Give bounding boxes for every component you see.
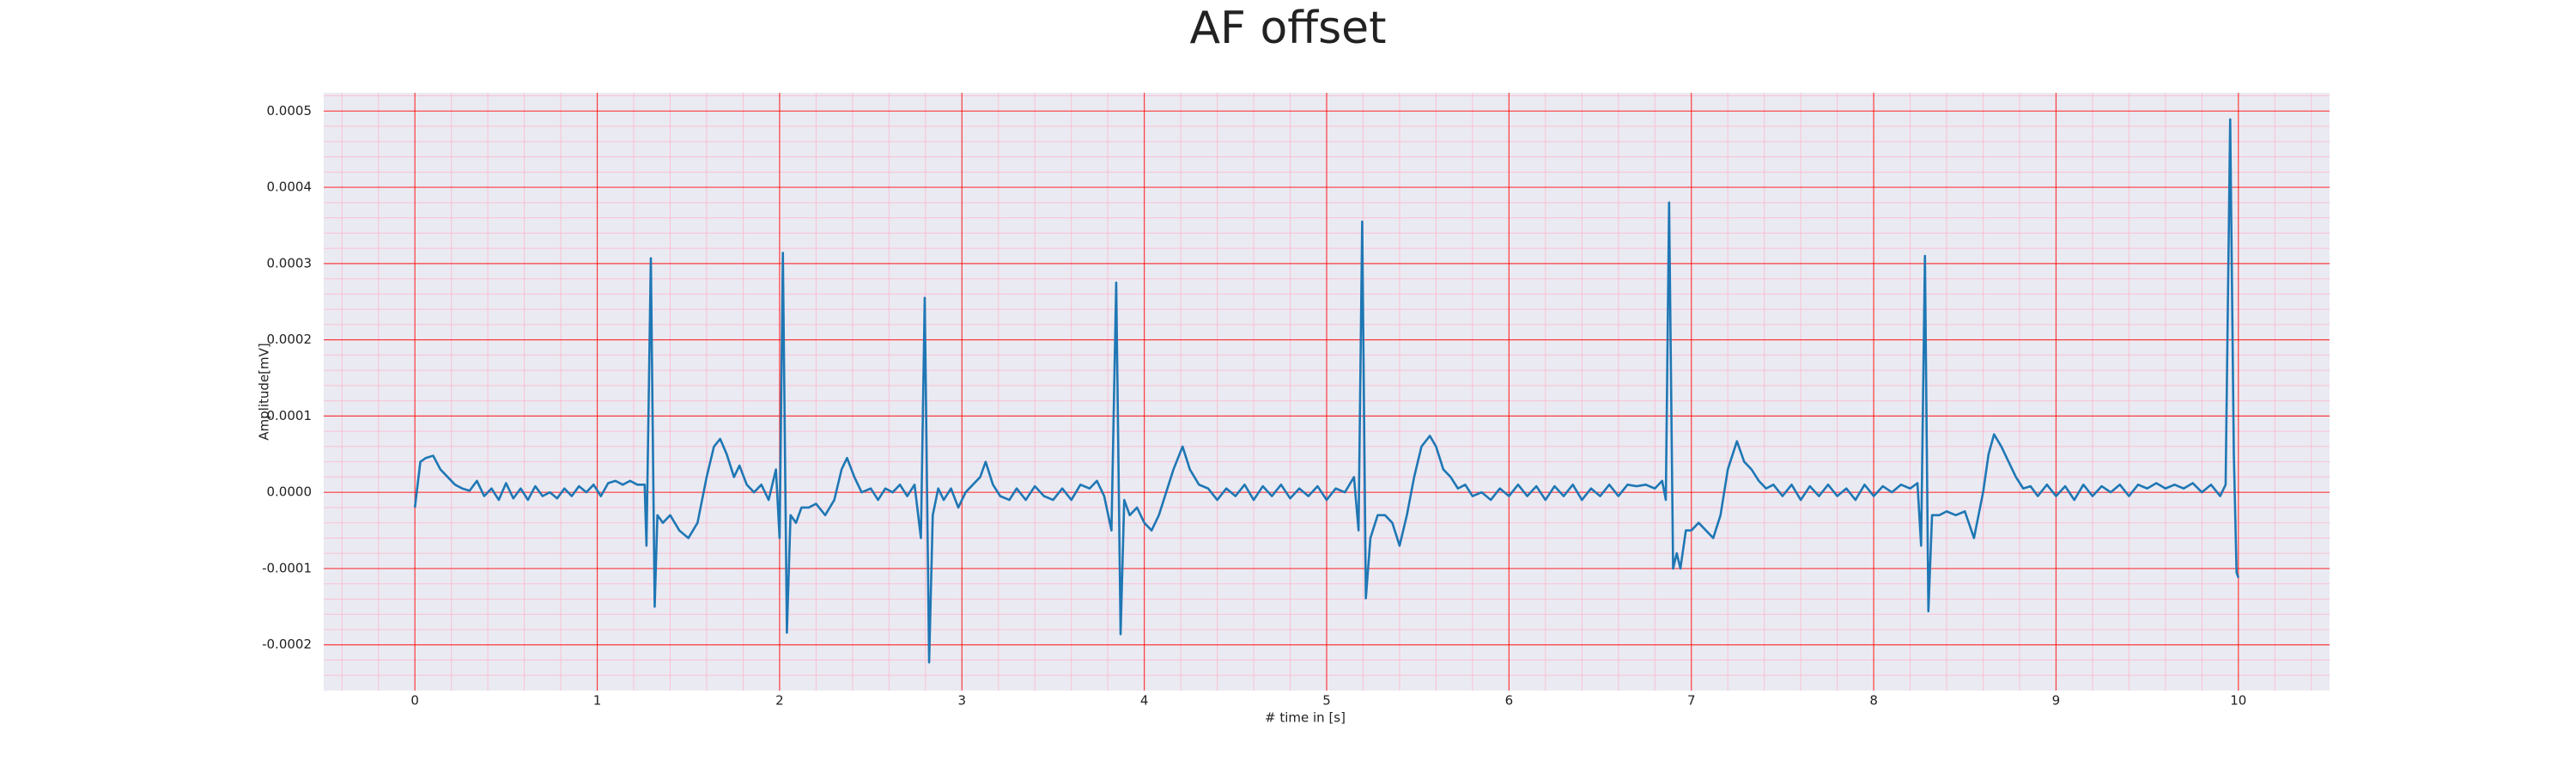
y-tick-label: 0.0004 (267, 180, 313, 195)
chart-title: AF offset (1189, 3, 1386, 54)
signal-line (413, 118, 2240, 664)
x-tick-label: 3 (957, 693, 966, 709)
x-tick-label: 5 (1322, 693, 1331, 709)
x-tick-label: 4 (1140, 693, 1149, 709)
x-tick-label: 9 (2052, 693, 2061, 709)
x-tick-label: 0 (410, 693, 419, 709)
y-tick-label: 0.0003 (267, 255, 313, 271)
grid (324, 93, 2330, 691)
x-tick-label: 6 (1505, 693, 1514, 709)
y-tick-label: -0.0002 (262, 636, 312, 652)
y-tick-label: 0.0000 (267, 484, 313, 500)
x-tick-label: 2 (775, 693, 784, 709)
x-axis-label: # time in [s] (1265, 710, 1346, 726)
y-axis-label: Amplitude[mV] (257, 343, 272, 440)
x-tick-label: 7 (1687, 693, 1696, 709)
y-tick-label: 0.0002 (267, 332, 313, 347)
y-tick-label: 0.0001 (267, 408, 313, 423)
y-tick-label: 0.0005 (267, 103, 313, 119)
x-tick-label: 10 (2230, 693, 2246, 709)
x-tick-label: 8 (1869, 693, 1878, 709)
x-tick-label: 1 (593, 693, 602, 709)
y-tick-label: -0.0001 (262, 560, 312, 575)
